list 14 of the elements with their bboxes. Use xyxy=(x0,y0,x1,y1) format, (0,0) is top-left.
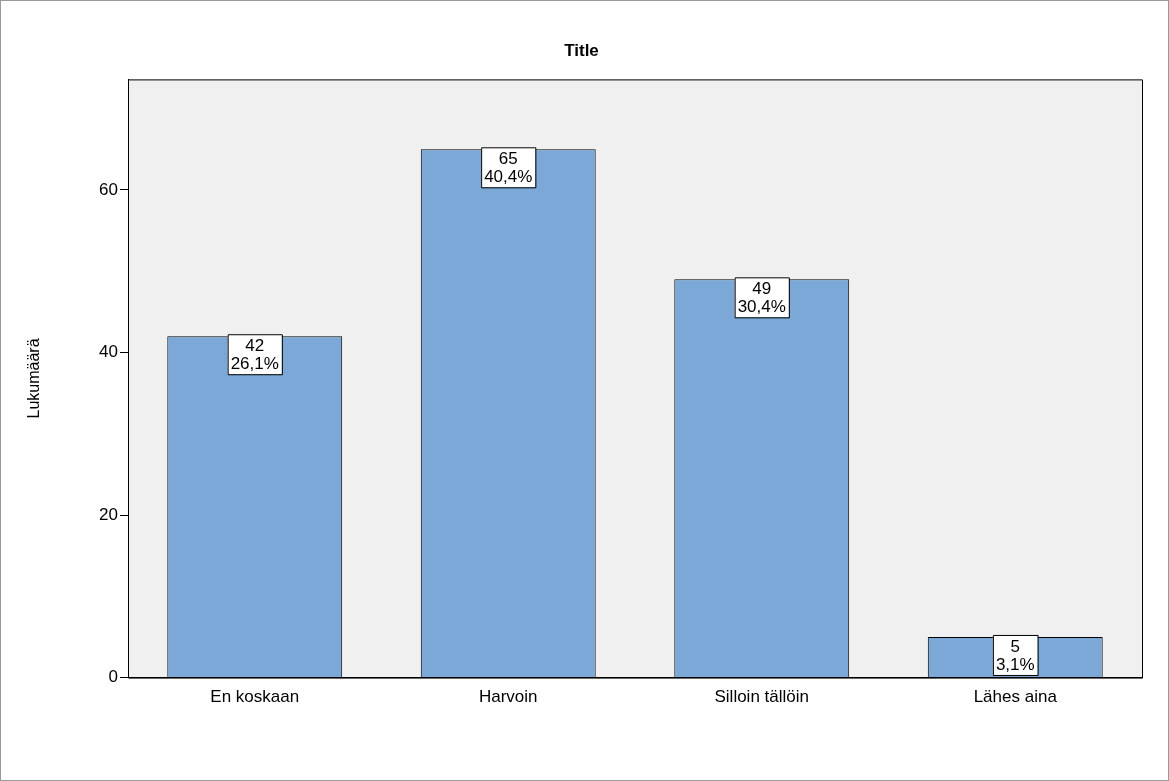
y-tick-label: 40 xyxy=(99,342,118,362)
y-axis-title: Lukumäärä xyxy=(25,338,43,419)
data-label: 65 40,4% xyxy=(484,148,533,186)
data-label: 5 3,1% xyxy=(995,636,1035,674)
y-tick-label: 0 xyxy=(108,667,118,687)
x-tick-label: Harvoin xyxy=(478,687,538,707)
data-label: 42 26,1% xyxy=(230,335,279,373)
x-tick-label: Silloin tällöin xyxy=(714,687,809,707)
x-tick-label: Lähes aina xyxy=(973,687,1058,707)
data-label: 49 30,4% xyxy=(737,279,786,317)
x-tick-label: En koskaan xyxy=(210,687,300,707)
chart-title: Title xyxy=(564,40,599,60)
y-tick-label: 60 xyxy=(99,179,118,199)
y-tick-label: 20 xyxy=(99,504,118,524)
